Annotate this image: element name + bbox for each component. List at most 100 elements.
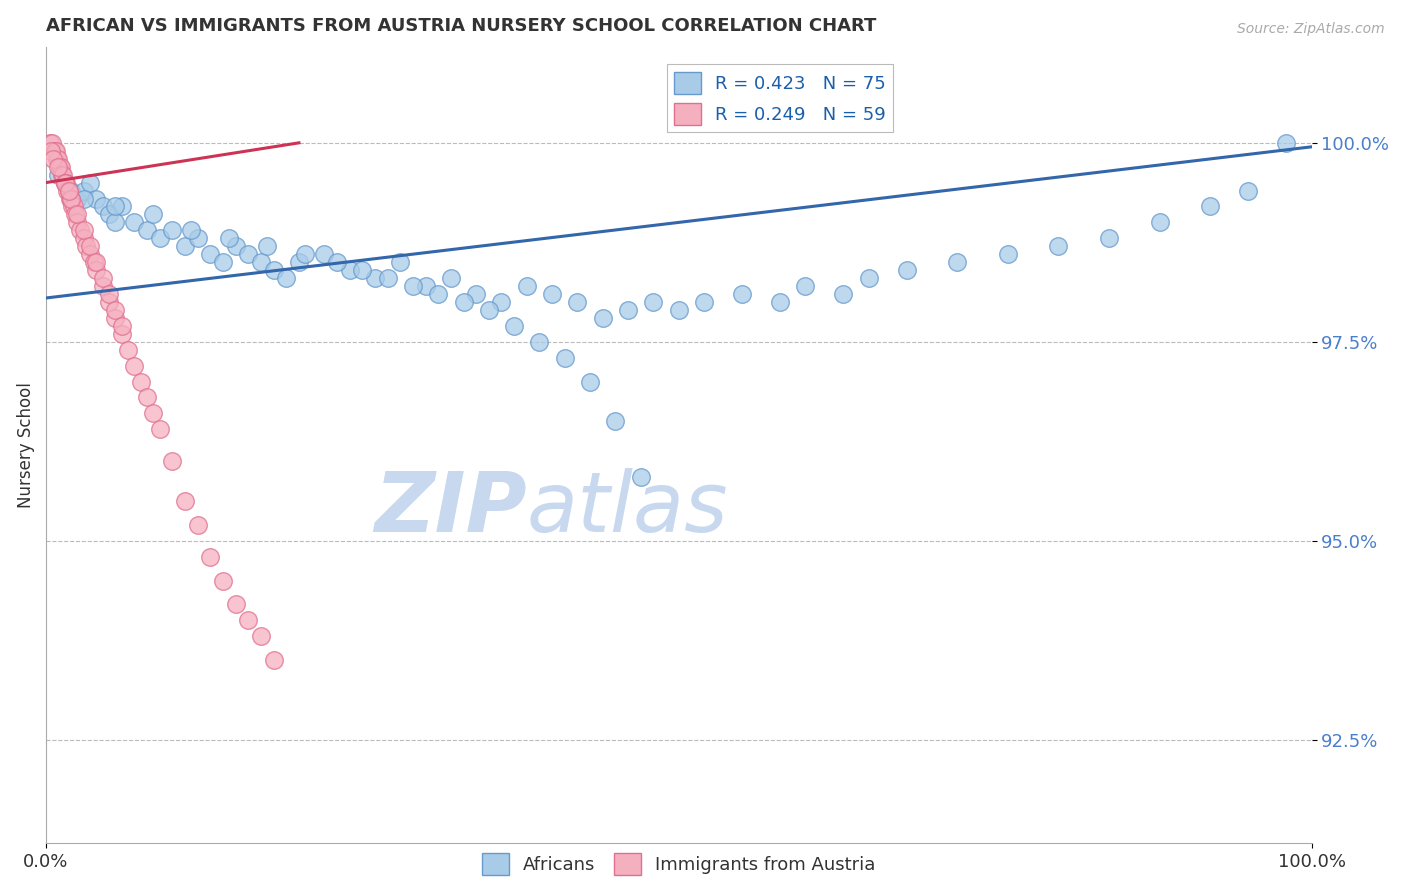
Point	[187, 231, 209, 245]
Point	[402, 279, 425, 293]
Text: ZIP: ZIP	[374, 468, 527, 549]
Point	[111, 326, 134, 341]
Point	[238, 613, 260, 627]
Point	[104, 199, 127, 213]
Point	[693, 295, 716, 310]
Point	[49, 160, 72, 174]
Point	[1098, 231, 1121, 245]
Point	[1149, 215, 1171, 229]
Point	[427, 287, 450, 301]
Point	[91, 199, 114, 213]
Point	[567, 295, 589, 310]
Point	[44, 144, 66, 158]
Point	[41, 136, 63, 150]
Point	[453, 295, 475, 310]
Point	[377, 271, 399, 285]
Point	[225, 239, 247, 253]
Point	[630, 470, 652, 484]
Point	[149, 422, 172, 436]
Point	[104, 215, 127, 229]
Text: atlas: atlas	[527, 468, 728, 549]
Point	[503, 318, 526, 333]
Point	[53, 176, 76, 190]
Point	[66, 207, 89, 221]
Point	[66, 215, 89, 229]
Point	[896, 263, 918, 277]
Point	[111, 318, 134, 333]
Point	[53, 176, 76, 190]
Point	[364, 271, 387, 285]
Point	[1275, 136, 1298, 150]
Point	[200, 549, 222, 564]
Point	[52, 168, 75, 182]
Point	[104, 310, 127, 325]
Point	[55, 176, 77, 190]
Point	[46, 152, 69, 166]
Point	[60, 199, 83, 213]
Point	[91, 271, 114, 285]
Point	[38, 136, 60, 150]
Point	[39, 144, 62, 158]
Point	[142, 406, 165, 420]
Point	[339, 263, 361, 277]
Point	[288, 255, 311, 269]
Point	[162, 223, 184, 237]
Point	[415, 279, 437, 293]
Point	[59, 192, 82, 206]
Point	[592, 310, 614, 325]
Point	[997, 247, 1019, 261]
Point	[42, 152, 65, 166]
Point	[263, 263, 285, 277]
Point	[60, 184, 83, 198]
Point	[73, 192, 96, 206]
Point	[51, 168, 73, 182]
Point	[66, 192, 89, 206]
Point	[554, 351, 576, 365]
Point	[58, 184, 80, 198]
Legend: Africans, Immigrants from Austria: Africans, Immigrants from Austria	[475, 846, 883, 882]
Point	[617, 302, 640, 317]
Point	[91, 279, 114, 293]
Point	[86, 263, 108, 277]
Point	[491, 295, 513, 310]
Point	[731, 287, 754, 301]
Point	[276, 271, 298, 285]
Point	[86, 192, 108, 206]
Point	[124, 215, 146, 229]
Point	[794, 279, 817, 293]
Point	[326, 255, 349, 269]
Text: AFRICAN VS IMMIGRANTS FROM AUSTRIA NURSERY SCHOOL CORRELATION CHART: AFRICAN VS IMMIGRANTS FROM AUSTRIA NURSE…	[46, 17, 876, 35]
Point	[1237, 184, 1260, 198]
Point	[104, 302, 127, 317]
Point	[643, 295, 665, 310]
Point	[352, 263, 374, 277]
Point	[529, 334, 551, 349]
Point	[63, 207, 86, 221]
Point	[218, 231, 240, 245]
Point	[73, 231, 96, 245]
Point	[62, 199, 84, 213]
Point	[136, 391, 159, 405]
Point	[98, 287, 121, 301]
Point	[48, 168, 70, 182]
Point	[111, 199, 134, 213]
Point	[149, 231, 172, 245]
Point	[124, 359, 146, 373]
Point	[129, 375, 152, 389]
Point	[142, 207, 165, 221]
Point	[60, 192, 83, 206]
Point	[48, 160, 70, 174]
Point	[69, 223, 91, 237]
Point	[946, 255, 969, 269]
Point	[79, 247, 101, 261]
Point	[79, 176, 101, 190]
Point	[1199, 199, 1222, 213]
Point	[832, 287, 855, 301]
Point	[225, 598, 247, 612]
Point	[180, 223, 202, 237]
Point	[212, 574, 235, 588]
Point	[136, 223, 159, 237]
Point	[48, 152, 70, 166]
Point	[98, 207, 121, 221]
Point	[174, 239, 197, 253]
